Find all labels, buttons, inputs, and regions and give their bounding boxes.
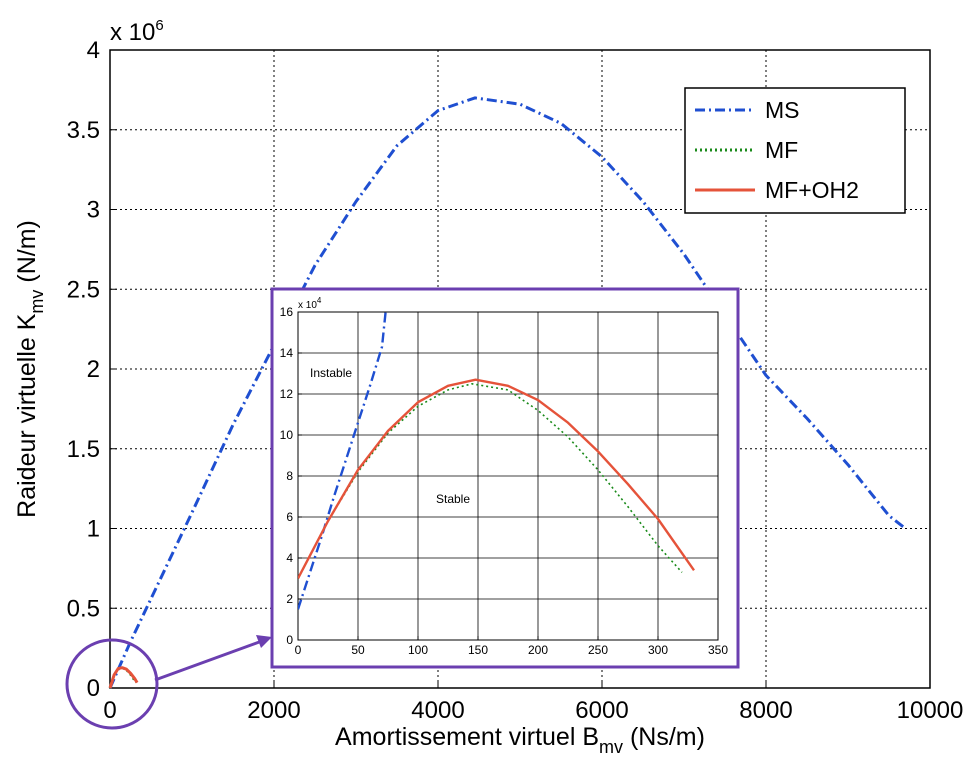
main-x-tick-label-5: 10000: [897, 697, 964, 724]
zoom-arrow-head: [256, 635, 272, 648]
legend-label-mf: MF: [765, 137, 798, 163]
inset-series-line-2: [298, 378, 695, 580]
inset-series: [298, 312, 695, 610]
inset-x-tick-label-2: 100: [408, 643, 428, 657]
main-x-ticks: 0 2000 4000 6000 8000 10000: [103, 681, 963, 724]
annotation-stable: Stable: [436, 492, 470, 506]
main-y-tick-label-1: 0.5: [67, 595, 100, 622]
inset-y-tick-label-1: 2: [286, 592, 293, 606]
main-series-line-ms: [108, 96, 907, 689]
main-x-tick-label-4: 8000: [739, 697, 792, 724]
main-y-tick-label-6: 3: [87, 197, 100, 224]
inset-series-line-0: [298, 312, 387, 610]
inset-y-tick-label-5: 10: [280, 428, 294, 442]
inset-x-tick-label-5: 250: [588, 643, 608, 657]
inset-x-ticks: 0 50 100 150 200 250 300 350: [295, 636, 728, 657]
inset-border: [270, 287, 740, 669]
y-multiplier: x 106: [110, 17, 164, 46]
main-series: [108, 96, 907, 689]
legend-label-mf-oh2: MF+OH2: [765, 177, 859, 203]
main-y-tick-label-8: 4: [87, 37, 100, 64]
main-y-tick-label-0: 0: [87, 675, 100, 702]
inset-x-tick-label-7: 350: [708, 643, 728, 657]
main-x-tick-label-2: 4000: [411, 697, 464, 724]
main-y-tick-label-2: 1: [87, 516, 100, 543]
inset-y-ticks: 0 2 4 6 8 10 12 14 16: [280, 305, 302, 647]
main-series-line-mf-oh2: [108, 666, 139, 689]
inset-y-tick-label-8: 16: [280, 305, 294, 319]
main-x-tick-label-1: 2000: [247, 697, 300, 724]
main-y-tick-label-5: 2.5: [67, 276, 100, 303]
inset-y-multiplier: x 104: [298, 296, 322, 311]
annotation-instable: Instable: [310, 366, 352, 380]
inset-x-tick-label-1: 50: [351, 643, 365, 657]
inset-grid: [298, 312, 718, 640]
inset-y-tick-label-3: 6: [286, 510, 293, 524]
inset-y-tick-label-2: 4: [286, 551, 293, 565]
inset-x-tick-label-0: 0: [295, 643, 302, 657]
inset-y-tick-label-0: 0: [286, 633, 293, 647]
inset-y-tick-label-4: 8: [286, 469, 293, 483]
y-axis-label: Raideur virtuelle Kmv (N/m): [13, 220, 47, 518]
main-y-tick-label-7: 3.5: [67, 117, 100, 144]
legend: MS MF MF+OH2: [684, 87, 906, 214]
main-x-tick-label-0: 0: [103, 697, 116, 724]
inset-series-line-1: [298, 383, 683, 579]
zoom-arrow-line: [154, 639, 263, 682]
main-x-tick-label-3: 6000: [575, 697, 628, 724]
inset-y-tick-label-6: 12: [280, 387, 294, 401]
inset-x-tick-label-6: 300: [648, 643, 668, 657]
legend-label-ms: MS: [765, 97, 800, 123]
inset-x-tick-label-3: 150: [468, 643, 488, 657]
main-y-tick-label-3: 1.5: [67, 436, 100, 463]
inset-plot: 0 50 100 150 200 250 300 350 0 2 4 6 8 10 12 14 16 x 10…: [270, 287, 740, 669]
zoom-circle: [65, 638, 159, 730]
main-y-tick-label-4: 2: [87, 356, 100, 383]
x-axis-label: Amortissement virtuel Bmv (Ns/m): [335, 723, 705, 757]
main-y-ticks: 0 0.5 1 1.5 2 2.5 3 3.5 4: [67, 37, 117, 702]
inset-x-tick-label-4: 200: [528, 643, 548, 657]
inset-y-tick-label-7: 14: [280, 346, 294, 360]
